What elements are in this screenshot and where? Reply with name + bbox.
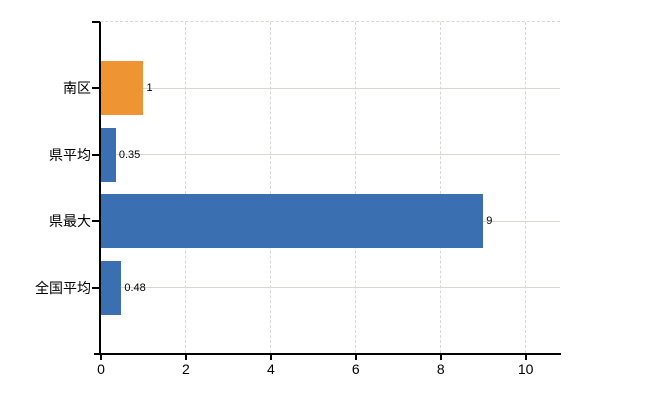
x-axis-tick <box>354 353 357 360</box>
y-axis-tick <box>92 220 100 223</box>
horizontal-gridline <box>101 287 560 289</box>
category-label: 南区 <box>63 80 91 97</box>
bar-value-label: 0.35 <box>118 148 141 161</box>
x-axis-tick-label: 8 <box>436 361 445 377</box>
chart-bar <box>101 260 122 315</box>
x-axis-tick-label: 0 <box>97 361 105 377</box>
vertical-gridline <box>270 22 272 353</box>
x-axis-tick <box>100 353 102 360</box>
horizontal-gridline <box>101 154 560 156</box>
y-axis-tick <box>92 21 100 23</box>
vertical-gridline <box>440 22 442 353</box>
x-axis-tick <box>524 353 527 360</box>
chart-bar <box>101 127 116 182</box>
y-axis-tick <box>92 286 100 289</box>
x-axis-tick <box>184 353 187 360</box>
x-axis-tick <box>439 353 442 360</box>
x-axis-tick-label: 2 <box>182 361 190 377</box>
category-label: 県最大 <box>49 213 91 230</box>
x-axis-tick <box>269 353 272 360</box>
category-label: 全国平均 <box>35 279 91 296</box>
y-axis-tick <box>92 87 100 90</box>
vertical-gridline <box>185 22 187 353</box>
chart-bar <box>101 194 484 249</box>
chart-bar <box>101 61 144 116</box>
category-label: 県平均 <box>49 146 91 163</box>
horizontal-gridline <box>101 87 560 89</box>
vertical-gridline <box>355 22 357 353</box>
y-axis-tick <box>92 153 100 156</box>
vertical-gridline <box>525 22 527 353</box>
y-axis-line <box>99 22 101 354</box>
x-axis-tick-label: 4 <box>266 361 275 377</box>
plot-top-border <box>100 21 560 22</box>
bar-value-label: 9 <box>486 215 493 228</box>
bar-value-label: 1 <box>146 82 153 95</box>
x-axis-line <box>94 352 561 355</box>
bar-value-label: 0.48 <box>124 281 146 294</box>
x-axis-tick-label: 10 <box>517 361 534 377</box>
x-axis-tick-label: 6 <box>351 361 360 377</box>
